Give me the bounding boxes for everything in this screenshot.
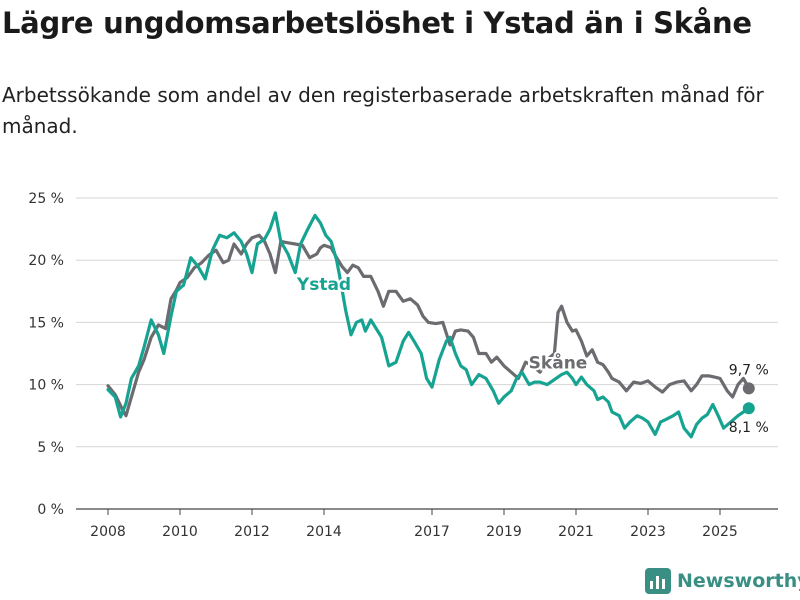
series-label-skane: Skåne	[529, 351, 588, 373]
y-tick-label: 5 %	[37, 440, 64, 456]
x-tick-label: 2019	[486, 524, 522, 540]
page-title: Lägre ungdomsarbetslöshet i Ystad än i S…	[2, 6, 752, 40]
x-tick-label: 2025	[702, 524, 738, 540]
x-tick-label: 2014	[306, 524, 342, 540]
y-tick-label: 0 %	[37, 502, 64, 518]
x-tick-label: 2023	[630, 524, 666, 540]
x-tick-label: 2008	[90, 524, 126, 540]
x-tick-label: 2017	[414, 524, 450, 540]
line-chart: 0 %5 %10 %15 %20 %25 % 2008 2010 2012 2014 2…	[28, 191, 778, 540]
series-endpoint-sk-ne	[742, 382, 755, 395]
x-tick-label: 2010	[162, 524, 198, 540]
x-axis-ticks: 2008 2010 2012 2014 2017 2019 2021 2023 2025	[90, 509, 738, 540]
y-axis-ticks: 0 % 5 % 10 % 15 % 20 % 25 %	[28, 191, 64, 518]
brand-name: Newsworthy	[677, 570, 800, 592]
series-labels: Skåne Ystad 9,7 % 8,1 %	[294, 273, 769, 436]
y-tick-label: 20 %	[28, 253, 64, 269]
series-label-ystad: Ystad	[296, 275, 351, 295]
end-value-label-ystad: 8,1 %	[729, 420, 769, 436]
y-tick-label: 25 %	[28, 191, 64, 207]
newsworthy-icon	[645, 568, 671, 594]
y-tick-label: 10 %	[28, 378, 64, 394]
chart-subtitle: Arbetssökande som andel av den registerb…	[2, 83, 764, 138]
series-lines	[106, 211, 755, 439]
y-tick-label: 15 %	[28, 315, 64, 331]
series-line-ystad	[106, 211, 751, 439]
x-tick-label: 2012	[234, 524, 270, 540]
x-tick-label: 2021	[558, 524, 594, 540]
brand-logo: Newsworthy	[645, 568, 800, 594]
series-line-sk-ne	[106, 233, 751, 418]
end-value-label-skane: 9,7 %	[729, 362, 769, 378]
grid-lines	[76, 197, 778, 510]
series-endpoint-ystad	[742, 402, 755, 415]
